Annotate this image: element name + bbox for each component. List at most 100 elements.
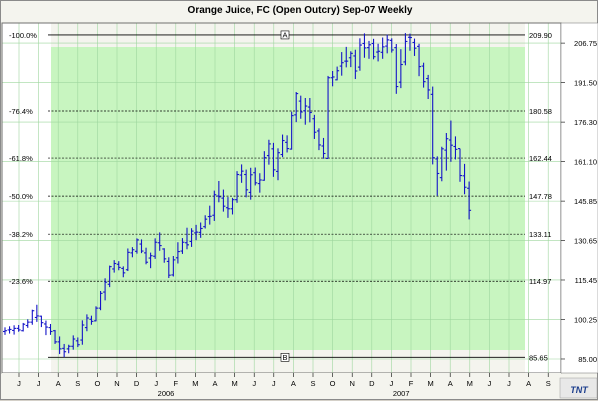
chart-title: Orange Juice, FC (Open Outcry) Sep-07 We… (188, 5, 413, 16)
x-tick-label: N (349, 379, 354, 388)
ohlc-bar (80, 320, 85, 345)
x-tick-label: J (272, 379, 276, 388)
ohlc-bar (239, 164, 244, 183)
ohlc-bar (321, 137, 326, 159)
x-tick-label: S (546, 379, 551, 388)
ohlc-bar (266, 139, 271, 165)
x-tick-label: M (231, 379, 237, 388)
logo-text: TNT (570, 385, 589, 395)
ohlc-bar (103, 278, 108, 301)
y-tick-label: 115.45 (575, 276, 597, 285)
ohlc-bar (148, 252, 153, 269)
ohlc-bar (326, 75, 331, 159)
x-tick-label: J (37, 379, 41, 388)
y-tick-label: 161.10 (574, 158, 597, 167)
ohlc-bar (121, 266, 126, 278)
ohlc-bar (162, 248, 167, 263)
ohlc-bar (394, 44, 399, 94)
ohlc-bar (144, 247, 149, 265)
ohlc-bar (257, 173, 262, 193)
ohlc-bar (262, 151, 267, 181)
ohlc-bar (371, 38, 376, 60)
fib-marker-box (280, 353, 290, 362)
ohlc-bar (21, 322, 26, 332)
x-axis: J J A S O N D J F M A M J J A S O N D J F M A M J J A S 2006 2007 (2, 373, 561, 399)
ohlc-bar (171, 255, 176, 277)
grid-layer (2, 23, 561, 373)
ohlc-bar (303, 97, 308, 125)
ohlc-bar (3, 327, 7, 335)
ohlc-bar (48, 323, 53, 335)
x-tick-label: D (369, 379, 375, 388)
ohlc-bar (289, 111, 294, 150)
ohlc-bar (107, 265, 112, 288)
x-tick-label: A (448, 379, 453, 388)
ohlc-bar (66, 344, 71, 354)
ohlc-bar (426, 74, 431, 100)
x-tick-label: J (507, 379, 511, 388)
ohlc-bar (194, 224, 199, 241)
fib-marker-label: B (282, 353, 287, 362)
year-label: 2007 (393, 389, 410, 398)
x-tick-label: J (17, 379, 21, 388)
fib-price-label: 114.97 (529, 277, 551, 286)
fib-marker-box (280, 30, 290, 40)
ohlc-bar (458, 148, 462, 182)
ohlc-bar (312, 114, 317, 139)
ohlc-bar (185, 227, 189, 250)
fib-pct-label: -38.2% (9, 230, 33, 239)
y-axis-panel (560, 22, 598, 374)
ohlc-bar (412, 38, 417, 56)
ohlc-bar (276, 148, 280, 181)
ohlc-bar (294, 92, 299, 123)
ohlc-bar (157, 232, 162, 251)
ohlc-bar (339, 52, 344, 76)
ohlc-bar (316, 128, 321, 151)
plot-area-post (525, 23, 561, 373)
x-axis-panel (2, 373, 561, 399)
ohlc-bar (362, 33, 367, 58)
ohlc-bar (112, 260, 117, 273)
ohlc-bar (43, 320, 48, 336)
ohlc-bar (376, 43, 381, 62)
year-label: 2006 (158, 389, 175, 398)
ohlc-bar (271, 142, 276, 177)
ohlc-bar (134, 238, 139, 254)
ohlc-bar (344, 46, 349, 68)
ohlc-bar (430, 86, 435, 165)
fib-pct-label: -23.6% (9, 277, 33, 286)
ohlc-bar (385, 34, 390, 54)
x-tick-label: J (488, 379, 492, 388)
ohlc-bar (407, 33, 412, 51)
ohlc-bar (71, 335, 76, 350)
x-tick-label: A (526, 379, 531, 388)
y-tick-label: 191.50 (574, 79, 597, 88)
ohlc-bar (84, 314, 89, 332)
ohlc-bar (367, 40, 371, 59)
ohlc-bar (125, 248, 130, 272)
ohlc-bar (16, 325, 21, 332)
x-tick-label: A (56, 379, 61, 388)
fib-price-label: 162.44 (529, 154, 552, 163)
ohlc-bar (207, 205, 212, 225)
ohlc-bar (216, 181, 221, 203)
x-tick-label: M (192, 379, 198, 388)
plot-area-fib (51, 47, 525, 350)
ohlc-bar (235, 171, 240, 203)
ohlc-bar (89, 315, 94, 325)
x-tick-label: F (409, 379, 414, 388)
y-tick-label: 85.00 (578, 355, 597, 364)
ohlc-bar (34, 304, 39, 322)
ohlc-bar (175, 242, 180, 264)
fib-price-label: 180.58 (529, 107, 552, 116)
ohlc-bar (39, 315, 44, 328)
y-tick-label: 176.30 (574, 118, 597, 127)
ohlc-bar (98, 291, 103, 311)
fib-pct-label: -61.8% (9, 154, 33, 163)
ohlc-bar (444, 133, 449, 171)
x-tick-label: F (174, 379, 179, 388)
ohlc-bar (298, 95, 303, 119)
ohlc-bar (439, 146, 444, 182)
ohlc-bar (7, 326, 12, 334)
